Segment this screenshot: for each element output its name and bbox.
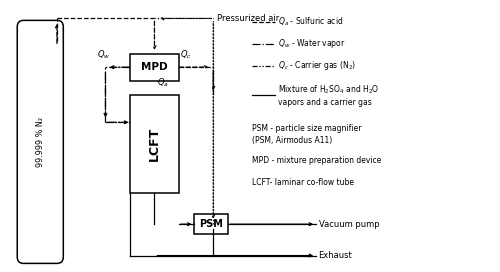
Text: Vacuum pump: Vacuum pump [318, 220, 379, 229]
Bar [130, 54, 179, 81]
Text: $Q_a$: $Q_a$ [158, 77, 169, 89]
Text: $Q_w$ - Water vapor: $Q_w$ - Water vapor [278, 37, 346, 50]
Text: Exhaust: Exhaust [318, 251, 352, 260]
Text: MPD - mixture preparation device: MPD - mixture preparation device [252, 156, 382, 165]
Text: $Q_c$ - Carrier gas (N$_2$): $Q_c$ - Carrier gas (N$_2$) [278, 59, 356, 72]
Text: LCFT: LCFT [148, 127, 161, 162]
Text: Pressurized air: Pressurized air [217, 14, 280, 23]
FancyBboxPatch shape [17, 20, 64, 263]
Text: LCFT- laminar co-flow tube: LCFT- laminar co-flow tube [252, 178, 354, 187]
Text: $Q_w$: $Q_w$ [98, 48, 110, 61]
Bar [130, 95, 179, 193]
Text: 99.999 % N₂: 99.999 % N₂ [36, 117, 45, 167]
Bar [194, 214, 228, 234]
Text: Mixture of H$_2$SO$_4$ and H$_2$O
vapors and a carrier gas: Mixture of H$_2$SO$_4$ and H$_2$O vapors… [278, 84, 380, 107]
Text: MPD: MPD [141, 62, 168, 72]
Text: PSM: PSM [199, 219, 222, 229]
Text: $Q_c$: $Q_c$ [180, 49, 192, 61]
Text: PSM - particle size magnifier
(PSM, Airmodus A11): PSM - particle size magnifier (PSM, Airm… [252, 125, 362, 145]
Text: $Q_a$ - Sulfuric acid: $Q_a$ - Sulfuric acid [278, 16, 344, 28]
